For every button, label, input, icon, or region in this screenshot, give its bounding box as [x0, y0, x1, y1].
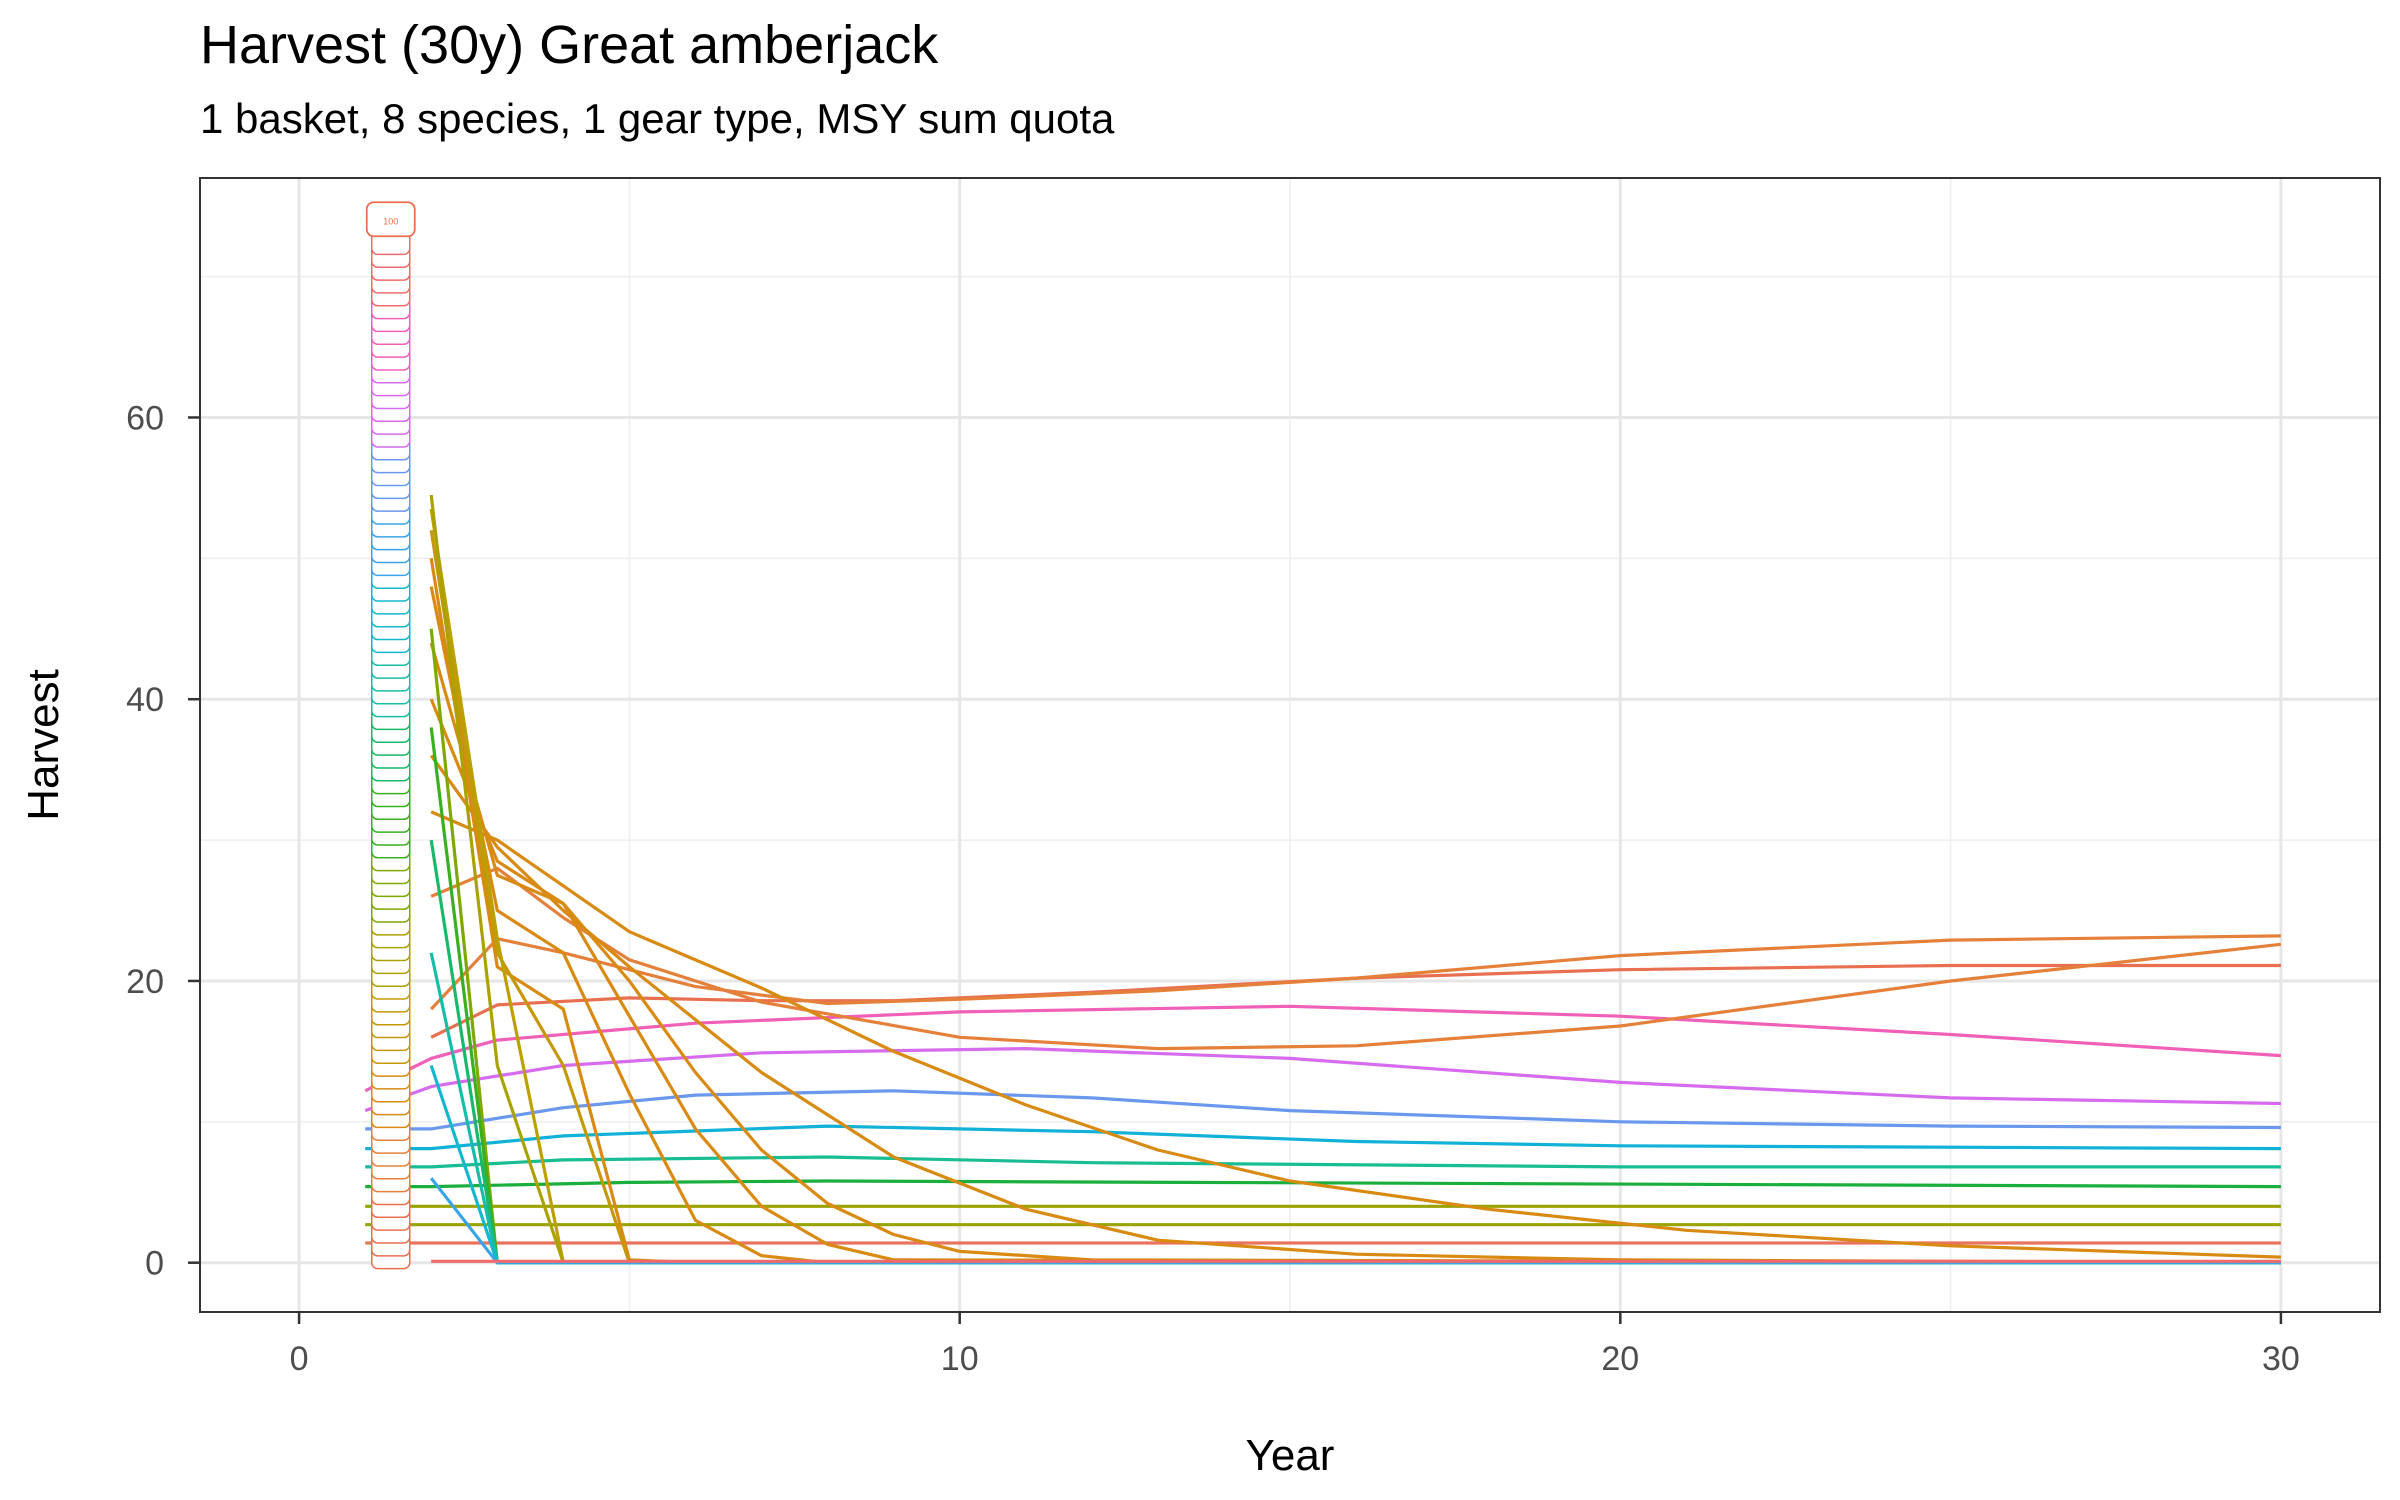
x-axis-title: Year	[1246, 1431, 1335, 1480]
series-line-15	[429, 698, 2281, 1265]
series-line-11	[430, 934, 2281, 1011]
axes: 0 10 20 30 0 20 40 60 Year Harvest	[19, 399, 2300, 1480]
y-tick-label: 60	[126, 399, 164, 437]
series-line-12	[430, 866, 2282, 1051]
x-tick-label: 20	[1601, 1340, 1639, 1378]
y-axis-title: Harvest	[19, 669, 68, 821]
chart-subtitle: 1 basket, 8 species, 1 gear type, MSY su…	[200, 95, 1115, 142]
y-tick-label: 0	[145, 1245, 164, 1283]
series-line-13	[430, 810, 2281, 1259]
series-line-16	[429, 642, 2281, 1265]
series-line-6	[365, 1124, 2281, 1151]
series-lines	[364, 494, 2282, 1265]
line-label-box-top	[365, 201, 416, 238]
x-tick-label: 10	[941, 1340, 979, 1378]
x-tick-label: 30	[2262, 1340, 2300, 1378]
series-line-5	[365, 1155, 2281, 1169]
series-line-7	[365, 1089, 2281, 1131]
line-label-text: 100	[383, 216, 398, 226]
x-tick-label: 0	[290, 1340, 309, 1378]
y-tick-label: 20	[126, 963, 164, 1001]
chart-title: Harvest (30y) Great amberjack	[200, 15, 939, 75]
panel-border	[199, 177, 2381, 1313]
label-stack: 100	[365, 201, 416, 1270]
y-tick-label: 40	[126, 681, 164, 719]
